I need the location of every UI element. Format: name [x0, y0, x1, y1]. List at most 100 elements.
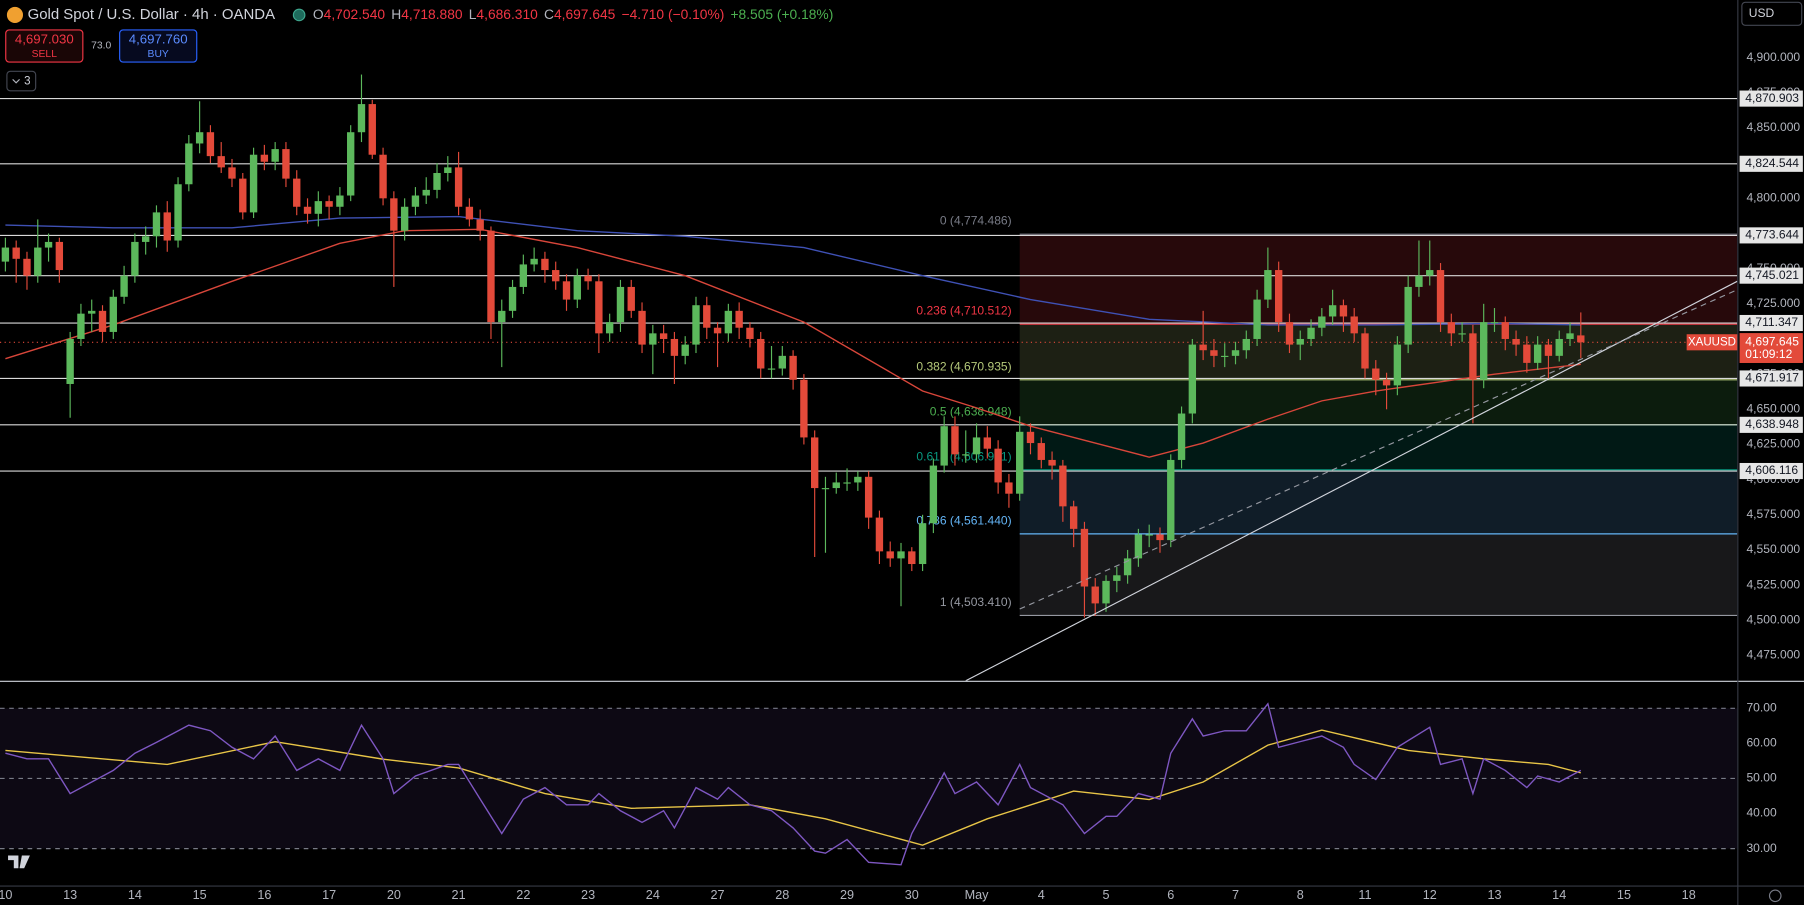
candle-body	[1469, 333, 1477, 380]
price-label: 4,697.645	[1745, 334, 1799, 348]
candle-body	[1566, 333, 1574, 339]
candle-body	[519, 264, 528, 287]
trendline	[965, 280, 1738, 681]
candle-body	[1328, 305, 1337, 317]
candle-body	[1134, 534, 1143, 559]
ohlc: O4,702.540 H4,718.880 L4,686.310 C4,697.…	[313, 7, 833, 22]
buy-price[interactable]: 4,697.760	[129, 32, 188, 47]
candle-body	[1253, 299, 1261, 339]
candle-body	[864, 476, 873, 518]
candle-body	[195, 132, 204, 144]
candle-body	[487, 230, 495, 323]
x-tick-label: 22	[516, 888, 530, 902]
sell-price[interactable]: 4,697.030	[15, 32, 74, 47]
candle-body	[908, 551, 916, 565]
candle-body	[44, 241, 53, 248]
ohlc-key: H	[391, 7, 401, 22]
candle-body	[854, 476, 862, 483]
y-tick-label: 4,725.000	[1746, 296, 1800, 310]
sell-label[interactable]: SELL	[32, 49, 58, 60]
ohlc-key: C	[544, 7, 554, 22]
ohlc-value: 4,718.880	[401, 7, 463, 22]
candle-body	[940, 426, 948, 466]
candle-body	[1274, 270, 1283, 323]
candle-body	[573, 275, 581, 300]
candle-body	[1361, 333, 1369, 369]
candle-body	[293, 178, 301, 207]
x-tick-label: 8	[1297, 888, 1304, 902]
candle-body	[422, 189, 430, 196]
candle-body	[897, 551, 905, 559]
level-label-box	[1739, 227, 1803, 244]
indicators-toggle[interactable]	[6, 70, 37, 92]
x-tick-label: 23	[581, 888, 595, 902]
rsi-tick-label: 50.00	[1746, 771, 1776, 785]
candle-body	[1221, 355, 1229, 358]
y-tick-label: 4,550.000	[1746, 542, 1800, 556]
x-tick-label: 16	[257, 888, 271, 902]
candle-body	[1404, 286, 1412, 345]
fib-label: 0.786 (4,561.440)	[916, 513, 1011, 527]
candle-body	[1307, 327, 1315, 339]
candle-body	[843, 482, 851, 484]
candle-body	[109, 296, 117, 332]
y-tick-label: 4,525.000	[1746, 577, 1800, 591]
rsi-pane	[0, 702, 1738, 866]
candle-body	[1113, 575, 1121, 581]
x-tick-label: 24	[646, 888, 660, 902]
x-tick-label: May	[965, 888, 990, 902]
candle-body	[1533, 344, 1542, 363]
candle-body	[778, 355, 786, 369]
level-label: 4,638.948	[1745, 417, 1799, 431]
candle-body	[152, 212, 161, 237]
candle-body	[1577, 335, 1585, 343]
candle-body	[498, 310, 506, 323]
candle-body	[379, 154, 387, 199]
rsi-tick-label: 30.00	[1746, 841, 1776, 855]
candle-body	[929, 465, 938, 524]
candle-body	[1285, 322, 1294, 345]
candle-body	[390, 198, 398, 231]
candle-body	[875, 517, 884, 552]
candle-body	[541, 258, 549, 271]
currency[interactable]: USD	[1749, 6, 1775, 20]
candle-body	[1231, 350, 1240, 356]
level-label: 4,870.903	[1745, 91, 1799, 105]
symbol-box	[1686, 334, 1738, 351]
ohlc-key: L	[469, 7, 477, 22]
candle-body	[1242, 338, 1250, 351]
candle-body	[1555, 338, 1563, 356]
candle-body	[1156, 534, 1164, 541]
candle-body	[1123, 558, 1132, 576]
candle-body	[1523, 344, 1531, 363]
rsi-tick-label: 60.00	[1746, 736, 1776, 750]
status-dot	[292, 8, 306, 22]
x-tick-label: 13	[1487, 888, 1501, 902]
level-label: 4,745.021	[1745, 268, 1799, 282]
x-tick-label: 18	[1682, 888, 1696, 902]
settings-icon[interactable]	[1768, 889, 1782, 903]
candle-body	[163, 212, 171, 241]
sell-button[interactable]	[5, 29, 84, 63]
level-label-box	[1739, 267, 1803, 284]
currency-button[interactable]	[1741, 1, 1803, 26]
fib-label: 0.5 (4,638.948)	[930, 404, 1012, 418]
moving-average	[5, 228, 1581, 458]
candle-body	[811, 437, 819, 489]
buy-label[interactable]: BUY	[148, 49, 169, 60]
candle-body	[88, 310, 96, 314]
candle-body	[400, 206, 409, 231]
candle-body	[962, 454, 970, 456]
fib-label: 0.382 (4,670.935)	[916, 359, 1011, 373]
buy-button[interactable]	[119, 29, 198, 63]
candle-body	[260, 154, 269, 162]
rsi-ma	[5, 729, 1581, 846]
candle-body	[562, 281, 571, 300]
candle-body	[757, 338, 765, 369]
candle-body	[1069, 506, 1078, 529]
logo	[8, 855, 30, 869]
price-pane: 0 (4,774.486) 0.236 (4,710.512) 0.382 (4,6…	[0, 74, 1738, 681]
candle-body	[12, 247, 20, 259]
indicators-count[interactable]: 3	[24, 76, 30, 88]
ohlc-value: 4,686.310	[476, 7, 538, 22]
